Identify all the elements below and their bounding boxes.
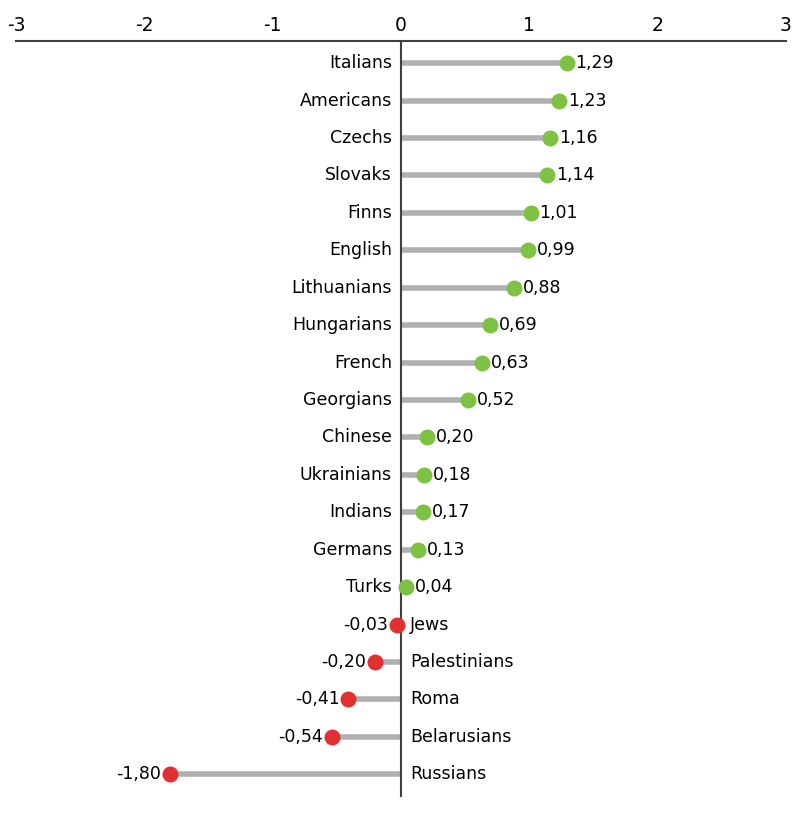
Text: 1,16: 1,16 xyxy=(559,129,597,147)
Text: 0,17: 0,17 xyxy=(431,503,470,521)
Point xyxy=(418,468,431,481)
Text: Belarusians: Belarusians xyxy=(410,728,512,746)
Point xyxy=(508,281,520,294)
Text: Finns: Finns xyxy=(347,204,392,222)
Point xyxy=(544,132,557,145)
Text: Italians: Italians xyxy=(329,54,392,72)
Text: 0,18: 0,18 xyxy=(433,466,472,484)
Point xyxy=(164,767,176,780)
Text: Georgians: Georgians xyxy=(303,391,392,409)
Text: Hungarians: Hungarians xyxy=(292,316,392,334)
Text: 0,69: 0,69 xyxy=(499,316,537,334)
Point xyxy=(476,356,488,369)
Text: 0,04: 0,04 xyxy=(415,578,453,596)
Text: 0,13: 0,13 xyxy=(427,541,465,559)
Text: Americans: Americans xyxy=(300,92,392,110)
Text: 0,20: 0,20 xyxy=(435,428,474,446)
Text: Czechs: Czechs xyxy=(330,129,392,147)
Point xyxy=(521,244,534,257)
Text: Chinese: Chinese xyxy=(322,428,392,446)
Text: 0,52: 0,52 xyxy=(476,391,515,409)
Text: Roma: Roma xyxy=(410,690,460,708)
Text: Lithuanians: Lithuanians xyxy=(291,279,392,297)
Point xyxy=(420,431,433,444)
Text: Slovaks: Slovaks xyxy=(326,167,392,185)
Text: Palestinians: Palestinians xyxy=(410,653,513,671)
Text: Russians: Russians xyxy=(410,765,486,783)
Text: 1,23: 1,23 xyxy=(568,92,606,110)
Text: 1,01: 1,01 xyxy=(540,204,578,222)
Text: 1,14: 1,14 xyxy=(557,167,594,185)
Text: -1,80: -1,80 xyxy=(116,765,161,783)
Point xyxy=(461,393,474,406)
Text: -0,20: -0,20 xyxy=(322,653,367,671)
Point xyxy=(525,207,537,220)
Point xyxy=(483,319,496,332)
Text: 0,88: 0,88 xyxy=(523,279,561,297)
Text: Germans: Germans xyxy=(313,541,392,559)
Text: -0,41: -0,41 xyxy=(294,690,339,708)
Text: French: French xyxy=(334,354,392,372)
Point xyxy=(369,655,382,668)
Text: -0,54: -0,54 xyxy=(278,728,322,746)
Text: Turks: Turks xyxy=(346,578,392,596)
Point xyxy=(541,169,553,182)
Point xyxy=(326,730,338,743)
Point xyxy=(399,580,412,593)
Point xyxy=(560,57,573,70)
Point xyxy=(391,618,403,631)
Text: English: English xyxy=(329,241,392,259)
Text: Ukrainians: Ukrainians xyxy=(300,466,392,484)
Text: Indians: Indians xyxy=(329,503,392,521)
Point xyxy=(553,94,565,107)
Point xyxy=(411,543,424,556)
Text: -0,03: -0,03 xyxy=(343,615,388,633)
Text: 1,29: 1,29 xyxy=(576,54,614,72)
Text: 0,63: 0,63 xyxy=(491,354,529,372)
Point xyxy=(416,506,429,519)
Text: 0,99: 0,99 xyxy=(537,241,576,259)
Text: Jews: Jews xyxy=(410,615,449,633)
Point xyxy=(342,693,354,706)
